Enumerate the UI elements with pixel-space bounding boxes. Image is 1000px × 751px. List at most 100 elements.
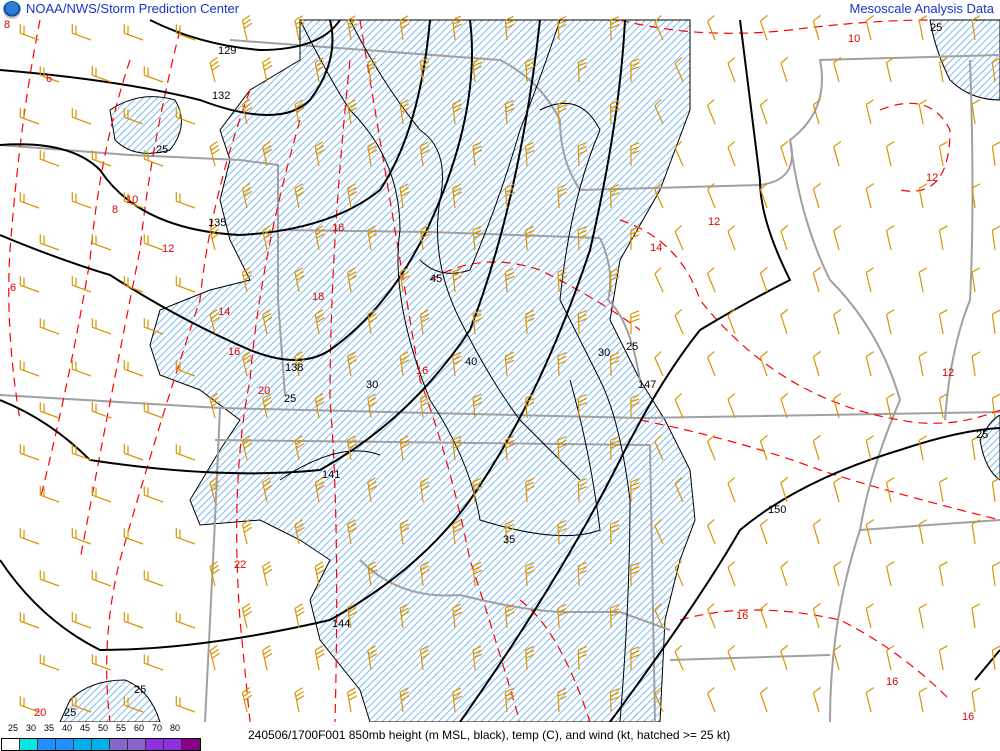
wind-barb bbox=[865, 603, 875, 629]
wind-barb bbox=[707, 14, 716, 41]
wind-barb bbox=[241, 183, 253, 209]
wind-barb bbox=[525, 393, 535, 419]
temp-label: 20 bbox=[34, 707, 46, 719]
temp-label: 18 bbox=[332, 222, 344, 234]
wind-barb bbox=[314, 477, 325, 503]
wind-barb bbox=[143, 318, 164, 335]
wind-barb bbox=[472, 561, 483, 587]
wind-barb bbox=[918, 351, 928, 377]
wind-barb bbox=[452, 687, 463, 713]
wind-barb bbox=[654, 99, 664, 125]
wind-barb bbox=[727, 140, 736, 167]
wind-barb bbox=[525, 561, 535, 587]
wind-barb bbox=[525, 57, 535, 83]
isotach-label: 30 bbox=[366, 379, 378, 391]
legend-tick: 50 bbox=[98, 723, 109, 733]
wind-barb bbox=[557, 435, 567, 461]
wind-barb bbox=[812, 14, 821, 41]
wind-barb bbox=[175, 696, 196, 713]
wind-barb bbox=[209, 57, 220, 83]
wind-barb bbox=[812, 686, 821, 713]
wind-barb bbox=[727, 392, 736, 419]
wind-barb bbox=[346, 435, 358, 461]
wind-barb bbox=[346, 183, 358, 209]
wind-barb bbox=[759, 266, 768, 293]
wind-barb bbox=[346, 99, 358, 125]
isotach-label: 25 bbox=[626, 341, 638, 353]
wind-barb bbox=[971, 183, 981, 209]
wind-barb bbox=[143, 570, 164, 587]
wind-barb bbox=[971, 15, 981, 41]
temp-label: 12 bbox=[162, 243, 174, 255]
wind-barb bbox=[419, 57, 430, 83]
wind-barb bbox=[399, 603, 410, 629]
wind-barb bbox=[833, 393, 842, 419]
wind-barb bbox=[71, 528, 92, 545]
wind-barb bbox=[885, 477, 895, 503]
isotach-labels: 25 25 25 30 30 35 40 45 25 25 25 25 bbox=[64, 22, 988, 719]
wind-barb bbox=[262, 225, 273, 251]
wind-barb bbox=[991, 57, 1000, 83]
temp-label: 8 bbox=[4, 19, 10, 31]
wind-barb bbox=[674, 224, 684, 251]
wind-barb bbox=[674, 560, 684, 587]
wind-barb bbox=[399, 99, 410, 125]
wind-barb bbox=[609, 352, 620, 377]
wind-barb bbox=[991, 309, 1000, 335]
wind-barb bbox=[833, 561, 842, 587]
wind-barb bbox=[71, 444, 92, 461]
wind-barb bbox=[865, 435, 875, 461]
wind-barb bbox=[39, 234, 60, 251]
wind-barb bbox=[727, 644, 736, 671]
height-label: 132 bbox=[212, 90, 230, 102]
wind-barb bbox=[39, 654, 60, 671]
wind-barb bbox=[918, 99, 928, 125]
wind-barb bbox=[812, 602, 821, 629]
wind-barb bbox=[557, 99, 567, 125]
wind-barb bbox=[294, 519, 305, 545]
wind-barb bbox=[91, 402, 112, 419]
wind-barb bbox=[367, 225, 378, 251]
wind-barb bbox=[707, 182, 716, 209]
wind-barb bbox=[367, 57, 378, 83]
temp-label: 8 bbox=[112, 204, 118, 216]
wind-barb bbox=[504, 351, 515, 377]
legend-swatch bbox=[110, 739, 128, 750]
wind-barb bbox=[175, 612, 196, 629]
wind-barb bbox=[504, 183, 515, 209]
wind-barb bbox=[885, 141, 895, 167]
wind-barb bbox=[294, 435, 305, 461]
wind-barb bbox=[262, 393, 273, 419]
wind-barb bbox=[727, 308, 736, 335]
wind-barb bbox=[577, 646, 588, 671]
wind-barb bbox=[175, 192, 196, 209]
wind-barb bbox=[241, 435, 253, 461]
wind-barb bbox=[707, 602, 716, 629]
wind-barb bbox=[399, 351, 410, 377]
wind-barb bbox=[399, 687, 410, 713]
wind-barb bbox=[654, 15, 664, 41]
wind-barb bbox=[833, 477, 842, 503]
wind-barb bbox=[707, 266, 716, 293]
wind-barb bbox=[452, 519, 463, 545]
wind-barb bbox=[812, 434, 821, 461]
temp-label: 14 bbox=[650, 242, 662, 254]
wind-barb bbox=[472, 225, 483, 251]
wind-barb bbox=[209, 393, 220, 419]
wind-barb bbox=[674, 56, 684, 83]
wind-barb bbox=[674, 140, 684, 167]
wind-barb bbox=[39, 66, 60, 83]
temp-label: 16 bbox=[886, 676, 898, 688]
wind-barb bbox=[241, 687, 253, 713]
temp-label: 12 bbox=[942, 367, 954, 379]
wind-barb bbox=[472, 645, 483, 671]
wind-barb bbox=[938, 309, 948, 335]
wind-barb bbox=[630, 394, 640, 419]
wind-barb bbox=[577, 478, 588, 503]
wind-barb bbox=[209, 225, 220, 251]
temp-label: 12 bbox=[926, 172, 938, 184]
wind-barb bbox=[143, 234, 164, 251]
wind-barb bbox=[346, 687, 358, 713]
wind-barb bbox=[707, 350, 716, 377]
temp-label: 16 bbox=[228, 346, 240, 358]
